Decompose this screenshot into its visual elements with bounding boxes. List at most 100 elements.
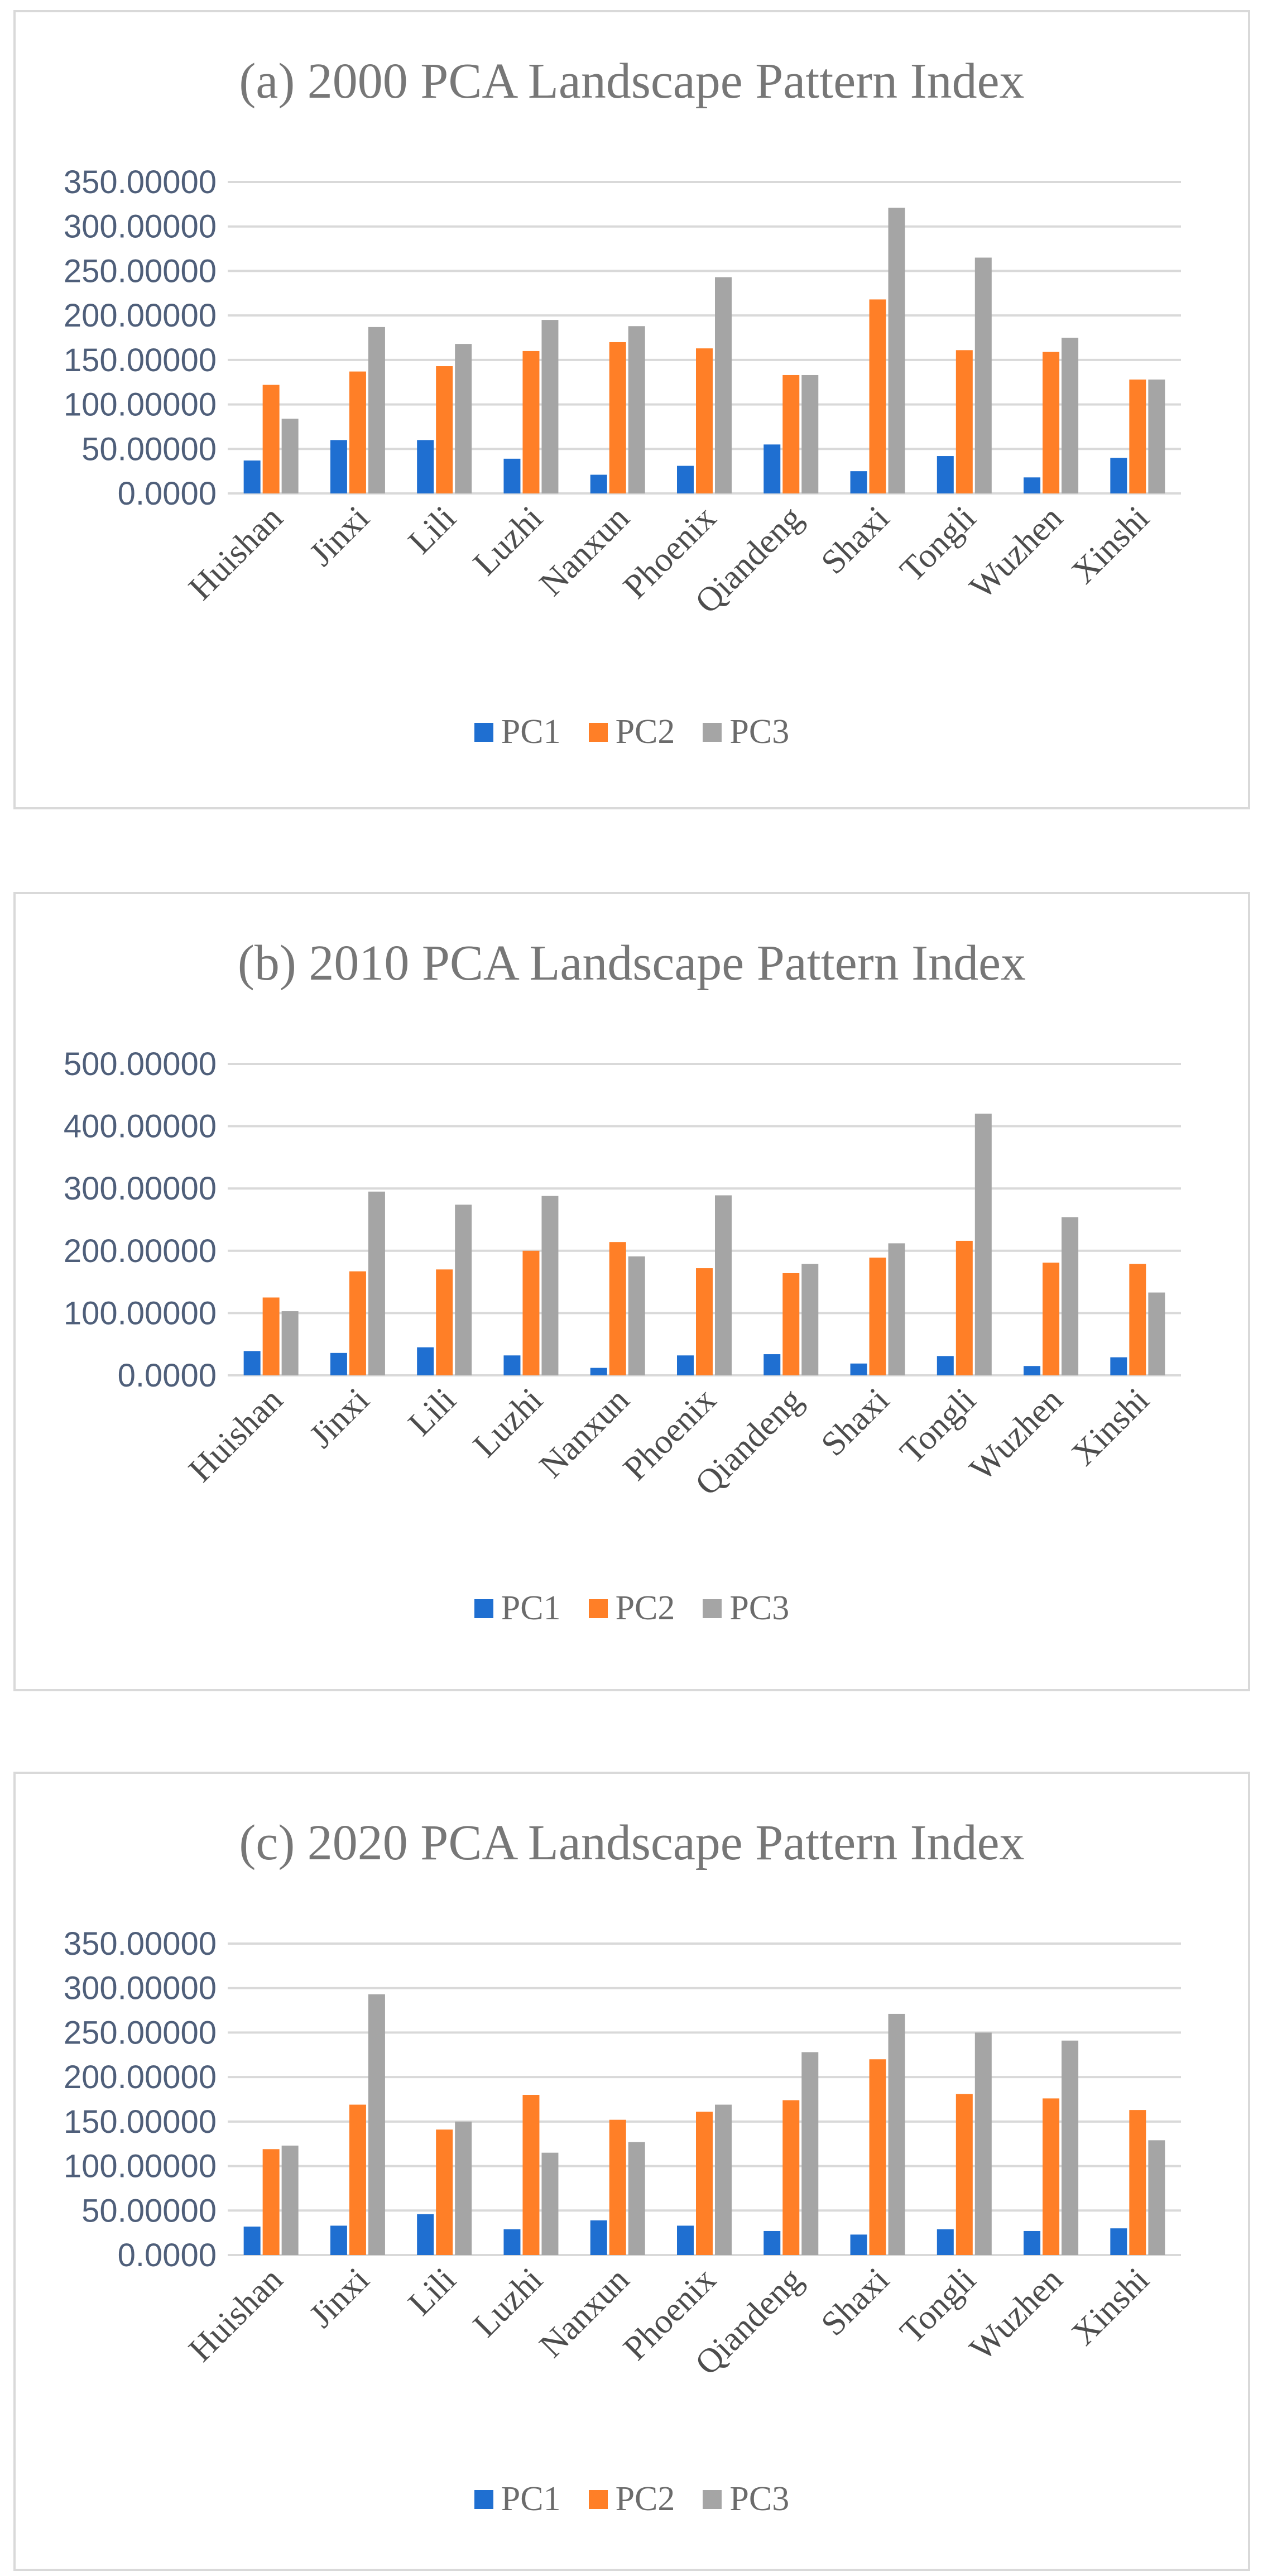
bar-pc1-jinxi (330, 2225, 347, 2255)
legend-label: PC3 (729, 2480, 790, 2518)
bar-pc2-shaxi (869, 1258, 886, 1375)
legend-swatch-pc2 (588, 1599, 608, 1618)
bar-pc3-shaxi (888, 208, 905, 493)
bar-pc3-xinshi (1148, 379, 1165, 493)
y-tick-label: 300.00000 (64, 1171, 217, 1207)
bar-pc3-luzhi (541, 320, 559, 493)
legend-item-pc3: PC3 (703, 2479, 789, 2519)
bar-pc3-luzhi (541, 1196, 559, 1375)
legend-swatch-pc2 (588, 722, 608, 742)
bar-pc1-phoenix (677, 1355, 694, 1375)
bar-pc3-phoenix (715, 277, 732, 493)
bar-pc3-shaxi (888, 1243, 905, 1375)
bar-pc1-huishan (243, 1351, 261, 1375)
bar-pc2-nanxun (609, 1242, 626, 1375)
bar-pc2-lili (436, 366, 453, 493)
legend-label: PC2 (615, 1589, 675, 1627)
bar-chart-plot: 0.0000 100.00000 200.00000 300.00000 400.000… (64, 1046, 1181, 1503)
x-tick-label: Xinshi (1064, 1381, 1156, 1473)
y-tick-label: 200.00000 (64, 298, 217, 334)
x-tick-label: Nanxun (532, 2261, 637, 2365)
x-tick-label: Huishan (181, 2261, 290, 2369)
x-tick-label: Shaxi (814, 1381, 896, 1464)
y-tick-label: 100.00000 (64, 387, 217, 423)
bar-pc2-shaxi (869, 299, 886, 493)
bar-pc2-lili (436, 2129, 453, 2255)
bar-pc2-phoenix (696, 1268, 713, 1375)
bar-pc1-nanxun (590, 1368, 607, 1375)
x-tick-label: Luzhi (466, 1381, 550, 1465)
bar-pc1-luzhi (503, 1355, 521, 1375)
bar-pc2-luzhi (522, 351, 540, 493)
bar-pc3-tongli (974, 2032, 992, 2255)
bar-pc1-qiandeng (763, 1354, 781, 1375)
bar-pc2-nanxun (609, 342, 626, 493)
bar-pc1-wuzhen (1024, 477, 1041, 493)
y-tick-label: 250.00000 (64, 2014, 217, 2051)
x-tick-label: Huishan (181, 499, 290, 607)
bar-pc3-wuzhen (1062, 2040, 1079, 2255)
chart-panel-b: (b) 2010 PCA Landscape Pattern Index 0.0… (13, 892, 1250, 1691)
bar-pc3-phoenix (715, 1195, 732, 1375)
bar-pc3-xinshi (1148, 1292, 1165, 1375)
bar-pc1-lili (417, 440, 434, 493)
bar-pc3-wuzhen (1062, 1217, 1079, 1375)
bar-pc1-qiandeng (763, 2230, 781, 2255)
x-tick-label: Lili (401, 2261, 463, 2323)
bar-pc1-shaxi (850, 471, 867, 493)
legend-item-pc1: PC1 (474, 2479, 561, 2519)
bar-pc3-lili (455, 344, 472, 493)
y-tick-label: 0.0000 (118, 476, 217, 512)
bar-pc1-luzhi (503, 2229, 521, 2255)
x-tick-label: Nanxun (532, 1381, 637, 1485)
bar-pc2-jinxi (349, 1271, 366, 1375)
y-tick-label: 350.00000 (64, 1926, 217, 1962)
bar-pc1-phoenix (677, 2225, 694, 2255)
x-tick-label: Nanxun (532, 499, 637, 603)
bar-pc3-lili (455, 2121, 472, 2255)
bar-pc3-tongli (974, 257, 992, 493)
bar-pc3-wuzhen (1062, 338, 1079, 493)
bar-pc1-huishan (243, 460, 261, 493)
x-tick-label: Shaxi (814, 2261, 896, 2343)
legend-label: PC2 (615, 713, 675, 751)
bar-pc2-nanxun (609, 2119, 626, 2255)
legend-item-pc3: PC3 (703, 1589, 789, 1628)
legend-label: PC1 (501, 2480, 561, 2518)
chart-title: (c) 2020 PCA Landscape Pattern Index (239, 1815, 1025, 1870)
bar-pc1-qiandeng (763, 444, 781, 493)
bar-pc3-jinxi (368, 1191, 385, 1375)
bar-pc2-jinxi (349, 371, 366, 493)
y-tick-label: 350.00000 (64, 164, 217, 200)
bar-pc1-tongli (937, 456, 954, 493)
x-tick-label: Jinxi (302, 499, 376, 573)
y-tick-label: 150.00000 (64, 342, 217, 378)
bar-pc3-jinxi (368, 1994, 385, 2255)
y-tick-label: 300.00000 (64, 1970, 217, 2007)
bar-pc2-lili (436, 1269, 453, 1375)
bar-pc1-xinshi (1110, 458, 1127, 493)
bar-pc2-huishan (262, 385, 280, 493)
bar-pc2-huishan (262, 2149, 280, 2255)
bar-pc3-xinshi (1148, 2140, 1165, 2255)
x-tick-label: Jinxi (302, 2261, 376, 2335)
bar-pc1-tongli (937, 2229, 954, 2255)
bar-pc2-qiandeng (782, 2100, 800, 2255)
bar-pc2-huishan (262, 1297, 280, 1375)
bar-pc3-huishan (281, 419, 299, 493)
bar-chart-plot: 0.0000 50.00000 100.00000 150.00000 200.0000… (64, 164, 1181, 621)
legend-swatch-pc1 (474, 2489, 493, 2509)
bar-pc3-shaxi (888, 2013, 905, 2255)
x-tick-label: Wuzhen (963, 2261, 1070, 2368)
x-tick-label: Luzhi (466, 499, 550, 583)
legend-label: PC1 (501, 1589, 561, 1627)
bar-pc3-qiandeng (801, 2052, 819, 2255)
legend-label: PC3 (729, 1589, 790, 1627)
legend-label: PC1 (501, 713, 561, 751)
y-tick-label: 0.0000 (118, 1357, 217, 1394)
x-tick-label: Huishan (181, 1381, 290, 1489)
legend-item-pc2: PC2 (588, 2479, 675, 2519)
x-tick-label: Jinxi (302, 1381, 376, 1455)
y-tick-label: 100.00000 (64, 2148, 217, 2185)
bar-pc2-xinshi (1129, 1264, 1146, 1375)
